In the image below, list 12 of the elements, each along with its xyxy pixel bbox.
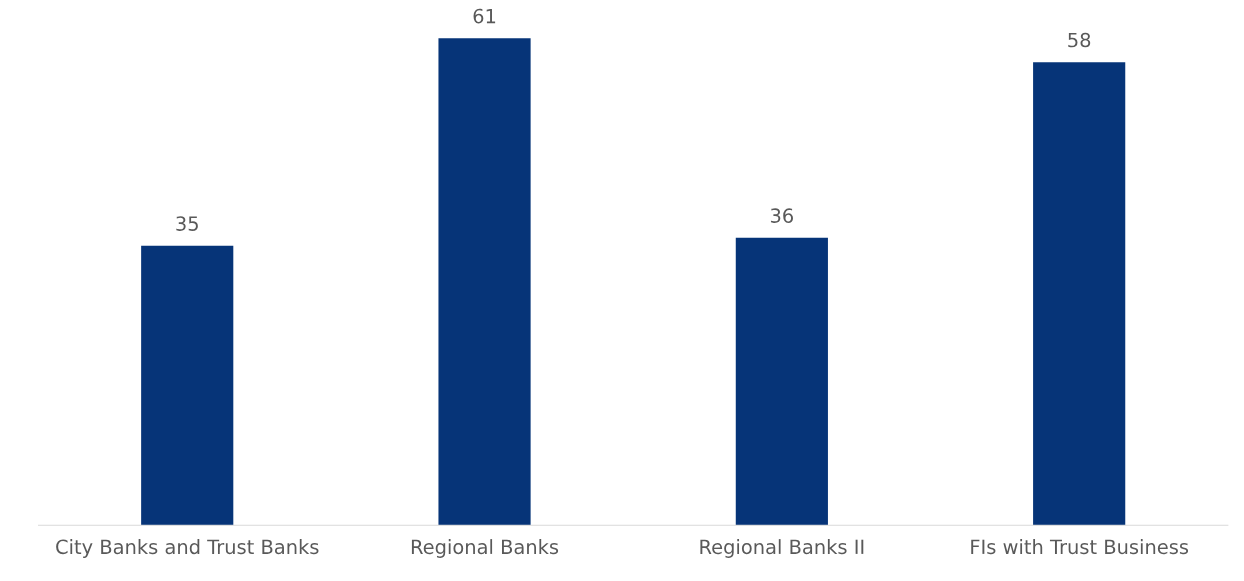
data-label: 58 (1068, 32, 1091, 48)
bar (735, 237, 828, 526)
bar (141, 245, 234, 526)
x-tick-label: Regional Banks (411, 539, 559, 558)
data-label: 35 (176, 216, 198, 231)
x-tick-label: City Banks and Trust Banks (56, 539, 319, 558)
data-label: 61 (473, 8, 496, 24)
x-tick-label: Regional Banks II (700, 539, 864, 558)
data-label: 36 (770, 208, 793, 223)
x-tick-label: FIs with Trust Business (971, 539, 1189, 555)
bar (438, 38, 531, 526)
bar (1033, 62, 1126, 526)
